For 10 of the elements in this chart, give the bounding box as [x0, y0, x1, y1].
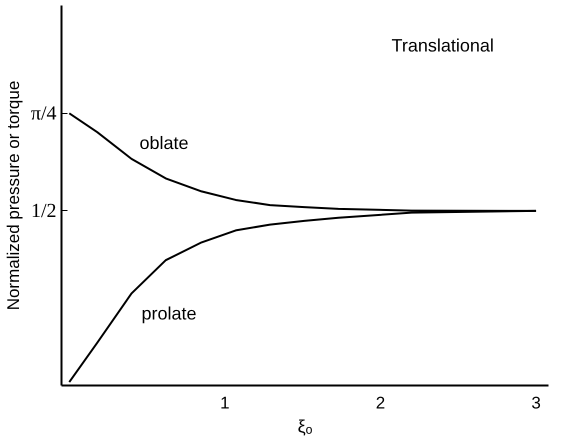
y-axis-title: Normalized pressure or torque [4, 80, 23, 310]
y-tick-label: π/4 [30, 102, 56, 124]
x-tick-label: 3 [531, 394, 541, 412]
x-tick-label: 2 [376, 394, 386, 412]
y-tick-label: 1/2 [30, 200, 57, 222]
text: Translational [392, 36, 494, 56]
x-axis-title: ξₒ [298, 416, 313, 436]
series-label: oblate [140, 132, 189, 153]
series-label: prolate [142, 303, 197, 324]
x-tick-label: 1 [220, 394, 230, 412]
